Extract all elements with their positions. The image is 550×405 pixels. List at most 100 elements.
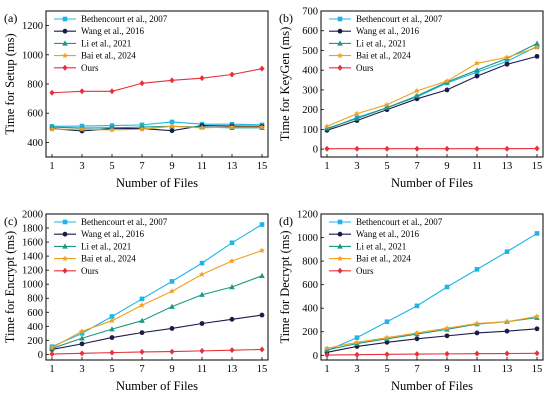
point-bethencourt-et-al-2007-13 [229, 240, 235, 246]
legend: Bethencourt et al., 2007 Wang et al., 201… [329, 217, 443, 276]
point-bai-et-al-2024-9 [443, 325, 451, 331]
y-tick-label-600: 600 [27, 308, 43, 319]
legend-marker [337, 40, 343, 46]
point-li-et-al-2021-3 [79, 335, 85, 341]
point-li-et-al-2021-5 [384, 104, 390, 110]
series-wang-et-al-2016 [49, 312, 265, 352]
point-bai-et-al-2024-11 [473, 320, 481, 327]
point-bai-et-al-2024-5 [108, 317, 116, 324]
point-ours-9 [169, 77, 175, 84]
y-tick-label-600: 600 [27, 109, 43, 120]
point-ours-11 [199, 75, 205, 82]
point-bai-et-al-2024-9 [168, 288, 176, 294]
point-li-et-al-2021-1 [324, 125, 330, 131]
point-li-et-al-2021-15 [259, 272, 265, 278]
y-tick-label-0: 0 [313, 145, 318, 156]
point-bai-et-al-2024-7 [138, 126, 146, 132]
point-bai-et-al-2024-5 [383, 101, 391, 108]
series-line-wang-et-al-2016 [326, 55, 538, 131]
legend-label: Li et al., 2021 [356, 241, 406, 251]
point-bethencourt-et-al-2007-5 [384, 319, 390, 325]
point-bethencourt-et-al-2007-13 [504, 249, 510, 254]
x-tick-label-13: 13 [502, 161, 513, 172]
x-tick-label-7: 7 [414, 161, 419, 172]
point-wang-et-al-2016-15 [534, 53, 540, 59]
legend-item-ours: Ours [329, 63, 374, 73]
point-wang-et-al-2016-15 [259, 312, 265, 318]
series-line-li-et-al-2021 [326, 43, 538, 129]
series-bai-et-al-2024 [323, 313, 541, 351]
x-axis-title: Number of Files [116, 379, 198, 393]
legend-item-li-et-al-2021: Li et al., 2021 [329, 38, 406, 48]
point-bai-et-al-2024-13 [503, 54, 511, 60]
x-tick-label-1: 1 [49, 364, 54, 375]
point-li-et-al-2021-3 [354, 115, 360, 121]
series-line-ours [51, 348, 263, 355]
point-ours-1 [324, 145, 330, 152]
series-line-wang-et-al-2016 [51, 125, 263, 132]
legend-item-li-et-al-2021: Li et al., 2021 [329, 241, 406, 251]
legend-label: Wang et al., 2016 [81, 26, 145, 36]
point-wang-et-al-2016-11 [474, 330, 480, 336]
legend-marker [62, 219, 68, 225]
legend-marker [62, 16, 68, 22]
x-tick-label-9: 9 [444, 364, 449, 375]
legend-marker [336, 255, 344, 262]
point-bethencourt-et-al-2007-9 [169, 279, 175, 284]
point-ours-15 [534, 145, 540, 152]
point-ours-15 [259, 65, 265, 72]
y-tick-label-200: 200 [302, 105, 318, 116]
x-tick-label-11: 11 [472, 161, 482, 172]
point-bethencourt-et-al-2007-11 [199, 260, 205, 266]
legend-label: Wang et al., 2016 [356, 229, 420, 239]
y-tick-label-1200: 1200 [22, 266, 43, 277]
series-ours [324, 145, 540, 152]
legend-label: Bai et al., 2024 [81, 254, 136, 264]
point-ours-1 [324, 352, 330, 359]
y-tick-label-300: 300 [302, 85, 318, 96]
series-line-li-et-al-2021 [51, 275, 263, 349]
y-tick-label-400: 400 [27, 322, 43, 333]
point-li-et-al-2021-11 [474, 67, 480, 73]
legend-marker [62, 243, 68, 249]
x-tick-label-3: 3 [354, 161, 359, 172]
legend: Bethencourt et al., 2007 Wang et al., 201… [329, 14, 443, 73]
legend-item-bethencourt-et-al-2007: Bethencourt et al., 2007 [329, 14, 443, 24]
y-tick-label-1800: 1800 [22, 224, 43, 235]
legend-marker [61, 52, 69, 59]
point-wang-et-al-2016-9 [444, 333, 450, 339]
legend-label: Bethencourt et al., 2007 [356, 217, 443, 227]
x-tick-label-9: 9 [169, 364, 174, 375]
legend-item-wang-et-al-2016: Wang et al., 2016 [329, 229, 420, 239]
point-bai-et-al-2024-1 [323, 123, 331, 130]
point-ours-13 [504, 145, 510, 152]
series-bai-et-al-2024 [48, 123, 266, 133]
point-bai-et-al-2024-13 [503, 318, 511, 325]
point-li-et-al-2021-7 [139, 317, 145, 323]
legend-marker [336, 52, 344, 59]
x-tick-label-7: 7 [414, 364, 419, 375]
x-tick-label-11: 11 [197, 364, 207, 375]
legend-label: Ours [81, 266, 99, 276]
legend-marker [337, 64, 343, 71]
y-tick-label-400: 400 [302, 304, 318, 315]
series-bethencourt-et-al-2007 [49, 222, 265, 349]
x-tick-label-13: 13 [227, 364, 238, 375]
point-bai-et-al-2024-3 [78, 328, 86, 334]
point-ours-11 [199, 347, 205, 354]
y-tick-label-200: 200 [302, 327, 318, 338]
legend-label: Bai et al., 2024 [356, 51, 411, 61]
legend-marker [61, 255, 69, 262]
series-bai-et-al-2024 [323, 44, 541, 130]
x-axis-title: Number of Files [391, 379, 473, 393]
legend-label: Bethencourt et al., 2007 [81, 217, 168, 227]
point-wang-et-al-2016-9 [444, 87, 450, 93]
y-tick-label-0: 0 [313, 351, 318, 362]
legend-item-bethencourt-et-al-2007: Bethencourt et al., 2007 [54, 217, 168, 227]
y-tick-label-1200: 1200 [22, 21, 43, 32]
point-bai-et-al-2024-11 [473, 60, 481, 66]
x-tick-label-1: 1 [49, 161, 54, 172]
point-bai-et-al-2024-15 [533, 44, 541, 51]
x-tick-label-5: 5 [384, 364, 389, 375]
y-tick-label-0: 0 [38, 350, 43, 361]
